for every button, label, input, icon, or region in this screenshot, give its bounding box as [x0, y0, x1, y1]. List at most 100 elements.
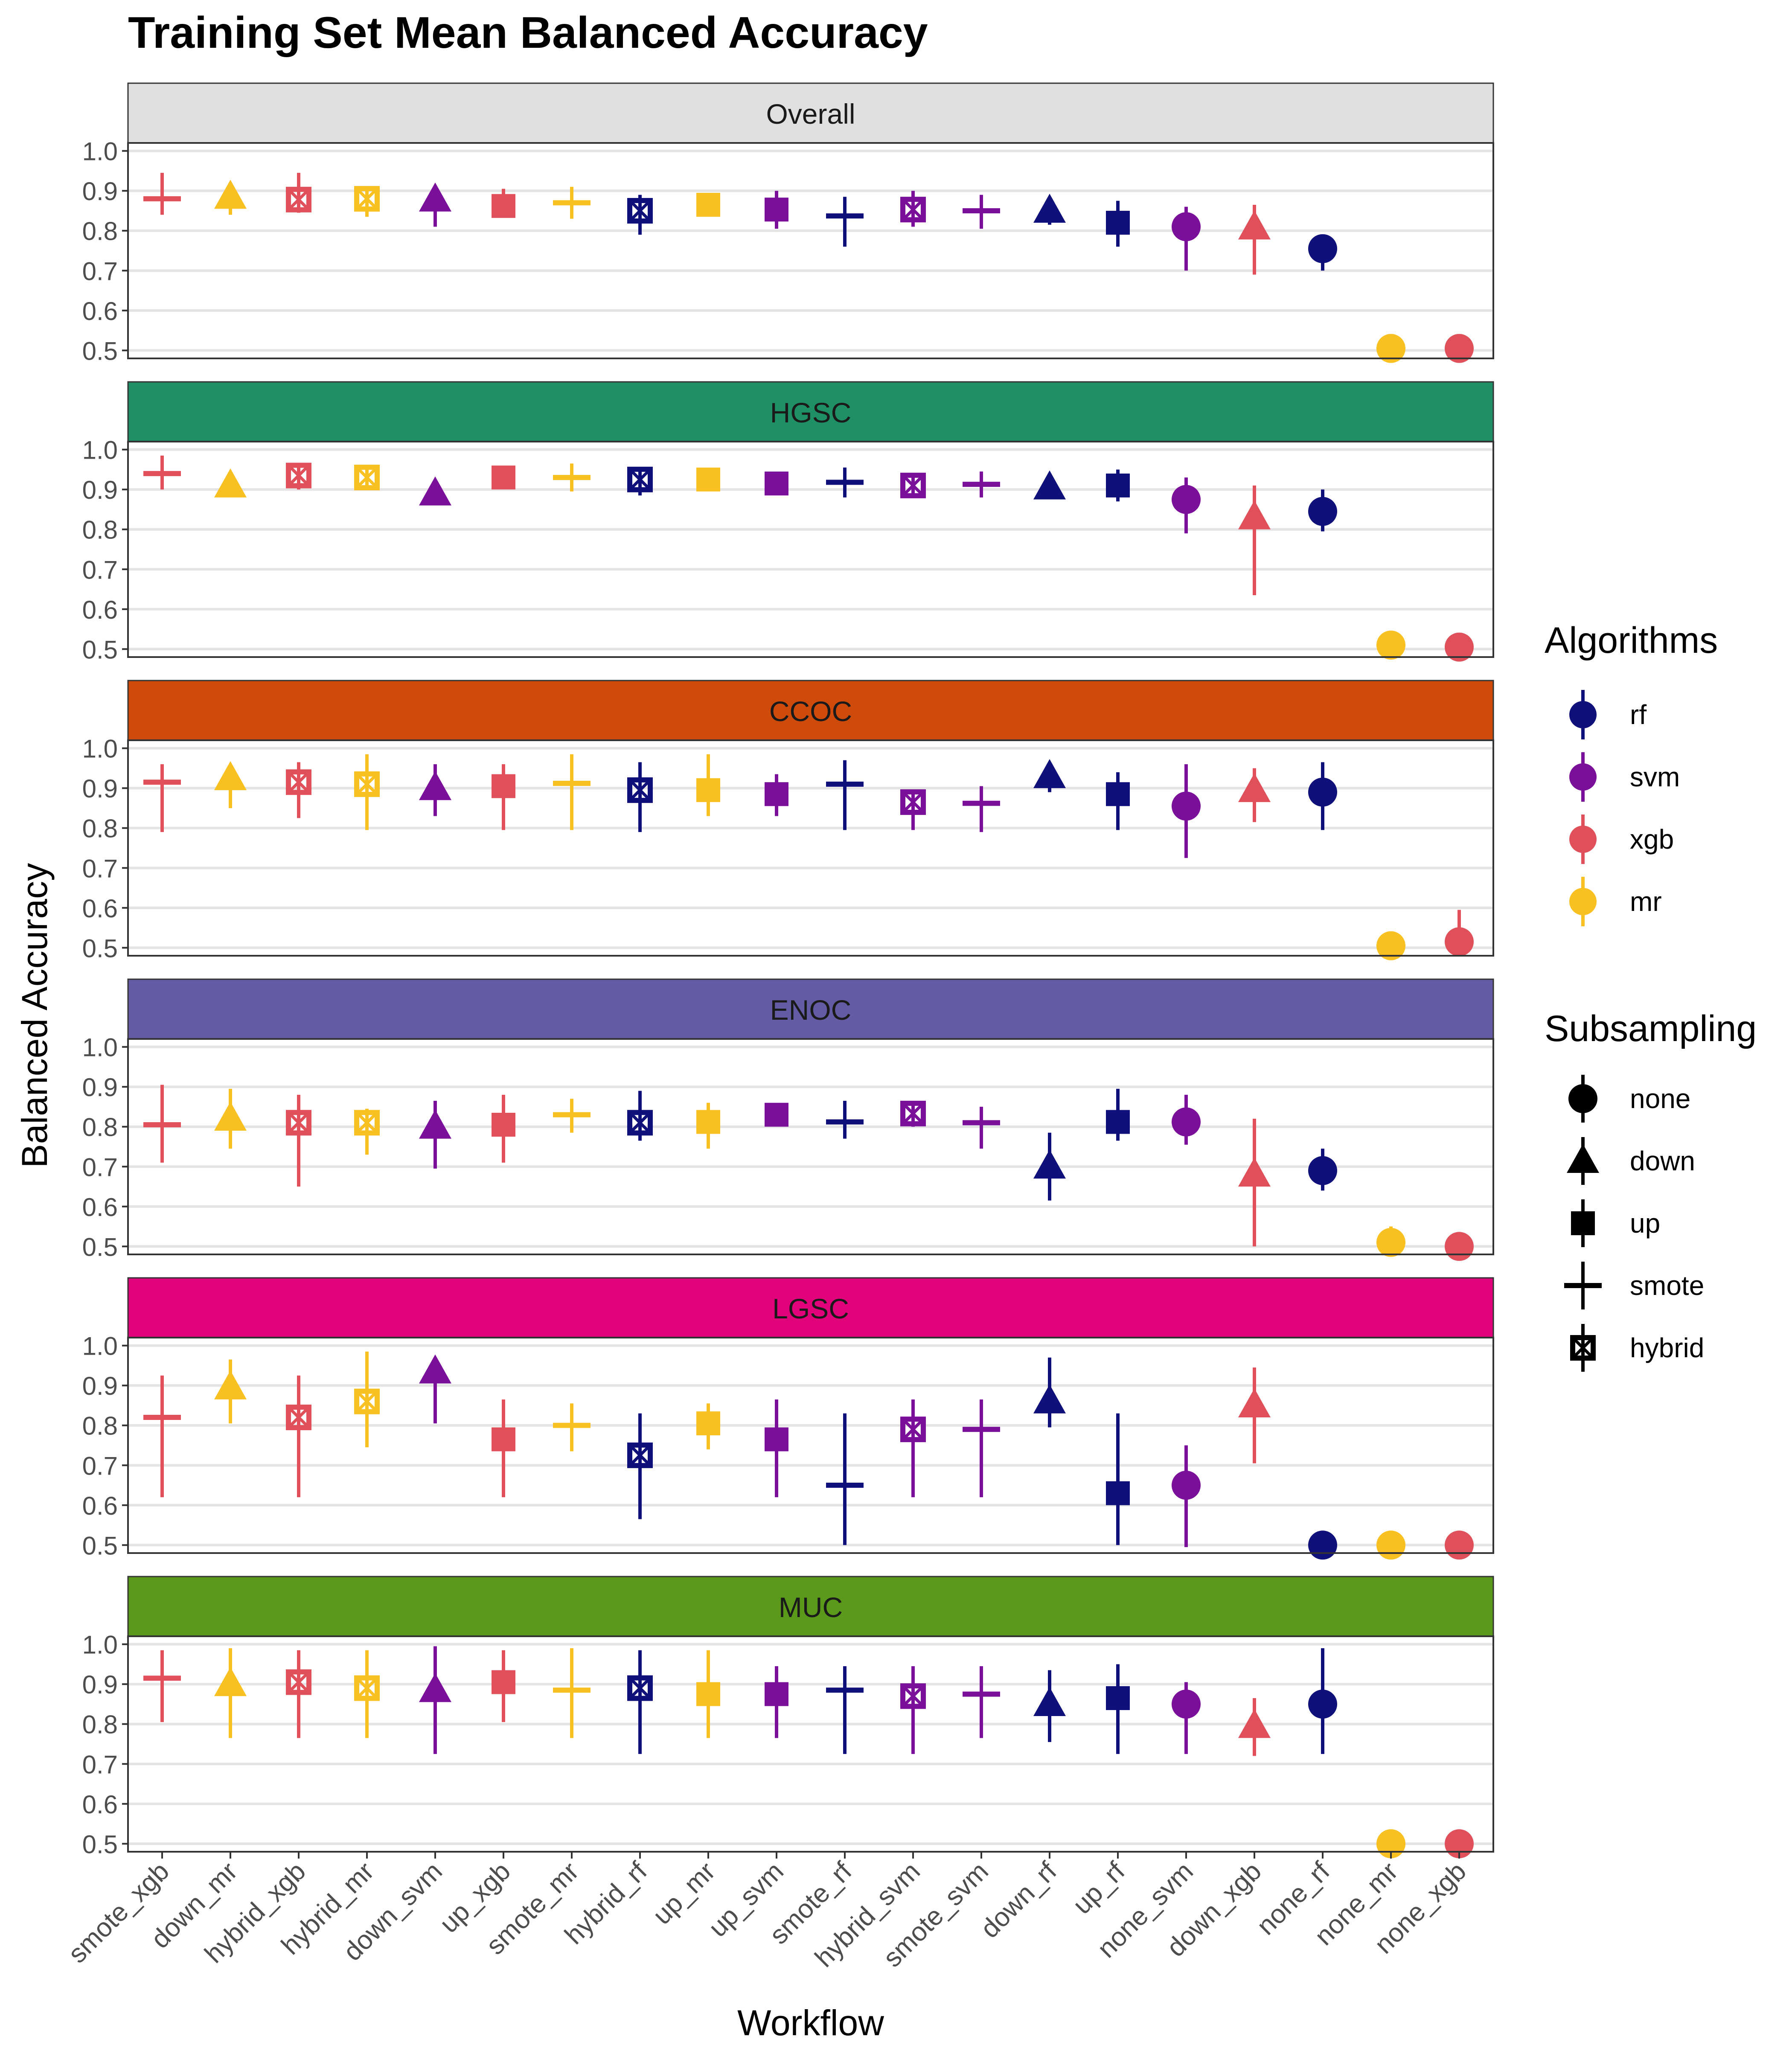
plot-area [128, 143, 1493, 358]
panel-border [127, 142, 1494, 359]
point-up_xgb [492, 1670, 515, 1694]
y-tick-label: 0.9 [82, 1670, 118, 1699]
legend-key-none [1568, 1084, 1597, 1113]
strip-hgsc [127, 381, 1494, 442]
point-hybrid_xgb [286, 1405, 311, 1431]
y-tick-label: 0.8 [82, 217, 118, 246]
strip-label: CCOC [769, 695, 852, 727]
y-tick-label: 0.5 [82, 1233, 118, 1261]
strip-muc [127, 1576, 1494, 1637]
point-hybrid_xgb [286, 769, 311, 795]
point-up_svm [765, 471, 788, 496]
legend-label-smote: smote [1630, 1270, 1704, 1301]
point-hybrid_svm [900, 197, 926, 223]
point-none_mr [1376, 1228, 1405, 1257]
y-tick-label: 0.8 [82, 1711, 118, 1739]
y-tick-label: 0.5 [82, 1830, 118, 1859]
chart-title: Training Set Mean Balanced Accuracy [128, 8, 928, 58]
point-none_xgb [1445, 632, 1474, 662]
legend-label-up: up [1630, 1208, 1660, 1239]
point-none_mr [1376, 630, 1405, 660]
point-down_mr [214, 761, 247, 790]
legend-key-rf [1569, 701, 1597, 728]
point-hybrid_svm [900, 472, 926, 498]
point-none_svm [1172, 1107, 1201, 1137]
point-down_svm [419, 476, 451, 506]
point-hybrid_xgb [286, 463, 311, 489]
point-up_xgb [492, 465, 515, 490]
point-up_rf [1106, 473, 1130, 497]
point-none_mr [1376, 334, 1405, 363]
point-hybrid_rf [627, 198, 653, 224]
point-up_svm [765, 1682, 788, 1706]
point-hybrid_rf [627, 777, 653, 803]
legend-label-xgb: xgb [1630, 824, 1674, 855]
point-up_mr [696, 778, 720, 802]
point-down_xgb [1238, 1157, 1271, 1187]
point-down_xgb [1238, 773, 1271, 802]
point-up_mr [696, 1110, 720, 1134]
y-tick-label: 0.6 [82, 1193, 118, 1222]
point-none_rf [1308, 1156, 1337, 1185]
y-tick-label: 0.6 [82, 1492, 118, 1520]
point-none_xgb [1445, 1530, 1474, 1560]
panel-border [127, 739, 1494, 957]
strip-ccoc [127, 680, 1494, 741]
y-tick-label: 0.8 [82, 1412, 118, 1440]
point-up_mr [696, 467, 720, 492]
y-tick-label: 0.8 [82, 815, 118, 843]
point-down_mr [214, 1370, 247, 1399]
point-hybrid_mr [354, 186, 380, 212]
point-down_svm [419, 1109, 451, 1139]
point-down_mr [214, 1667, 247, 1696]
legend-key-up [1571, 1211, 1595, 1235]
point-up_rf [1106, 211, 1130, 235]
point-hybrid_rf [627, 1675, 653, 1701]
y-tick-label: 1.0 [82, 436, 118, 465]
point-hybrid_mr [354, 771, 380, 797]
point-down_svm [419, 771, 451, 800]
y-tick-label: 0.9 [82, 1073, 118, 1102]
y-tick-label: 0.5 [82, 337, 118, 365]
point-up_mr [696, 1682, 720, 1706]
y-tick-label: 0.9 [82, 177, 118, 206]
y-tick-label: 0.5 [82, 1531, 118, 1560]
facet-panels: Overall 0.5 0.6 0.7 0.8 0.9 1.0 HGSC 0.5 0.6 0.7 0.… [82, 82, 1494, 1859]
point-up_mr [696, 192, 720, 217]
point-none_xgb [1445, 1232, 1474, 1261]
point-up_xgb [492, 1427, 515, 1452]
point-up_xgb [492, 1113, 515, 1137]
panel-hgsc: HGSC 0.5 0.6 0.7 0.8 0.9 1.0 [82, 381, 1494, 664]
y-tick-label: 0.7 [82, 1153, 118, 1181]
point-hybrid_svm [900, 1100, 926, 1126]
point-none_rf [1308, 1689, 1337, 1719]
strip-label: MUC [779, 1591, 843, 1623]
point-down_mr [214, 180, 247, 209]
point-down_rf [1033, 470, 1066, 500]
point-none_mr [1376, 1530, 1405, 1560]
point-hybrid_svm [900, 789, 926, 815]
point-hybrid_rf [627, 466, 653, 492]
strip-label: ENOC [770, 994, 852, 1026]
y-tick-label: 1.0 [82, 137, 118, 166]
point-none_rf [1308, 234, 1337, 263]
legend-label-mr: mr [1630, 886, 1662, 917]
point-up_xgb [492, 194, 515, 218]
point-up_rf [1106, 782, 1130, 806]
y-tick-label: 0.5 [82, 934, 118, 963]
panel-overall: Overall 0.5 0.6 0.7 0.8 0.9 1.0 [82, 82, 1494, 365]
panel-border [127, 1038, 1494, 1255]
point-down_xgb [1238, 1388, 1271, 1417]
point-down_xgb [1238, 210, 1271, 240]
point-down_rf [1033, 1149, 1066, 1179]
legend-key-xgb [1569, 826, 1597, 853]
plot-area [128, 442, 1493, 657]
legend-label-svm: svm [1630, 762, 1680, 792]
point-down_rf [1033, 759, 1066, 788]
point-down_xgb [1238, 500, 1271, 529]
legend-label-hybrid: hybrid [1630, 1332, 1704, 1363]
y-axis-title: Balanced Accuracy [15, 863, 55, 1168]
y-tick-label: 0.7 [82, 1750, 118, 1779]
y-tick-label: 0.6 [82, 596, 118, 624]
